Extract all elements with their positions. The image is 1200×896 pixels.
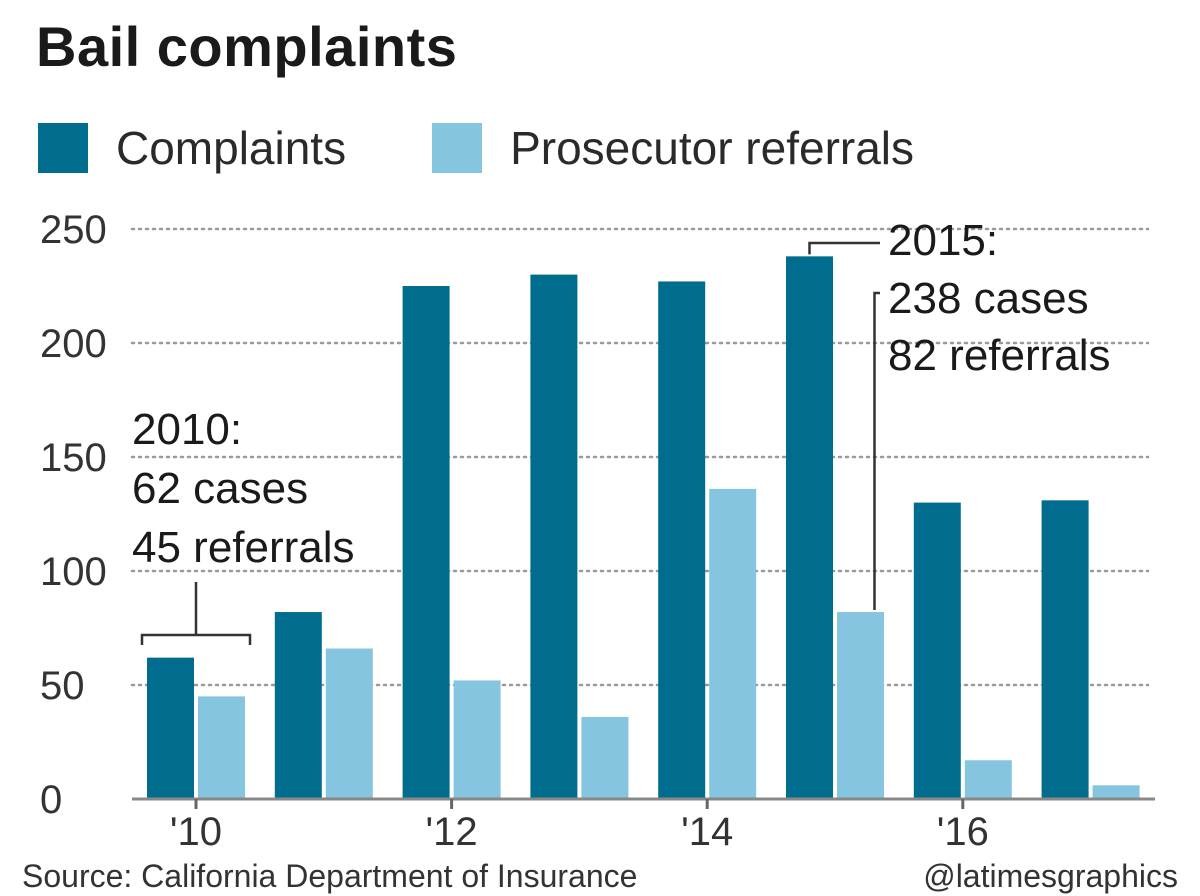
referrals-bar — [1092, 785, 1140, 799]
complaints-bar — [530, 274, 578, 800]
complaints-bar — [658, 281, 706, 799]
referrals-bar — [837, 612, 884, 799]
y-tick-label: 250 — [40, 208, 107, 252]
legend-swatch-complaints — [38, 123, 88, 173]
x-tick-label: '12 — [426, 810, 478, 854]
legend: Complaints Prosecutor referrals — [38, 118, 1000, 178]
annotation-2015-line: 2015: — [888, 216, 998, 265]
legend-label-complaints: Complaints — [116, 122, 347, 174]
annotation-2015-line: 238 cases — [888, 274, 1089, 323]
referrals-bar — [325, 648, 373, 799]
complaints-bar — [274, 612, 322, 799]
referrals-bar — [964, 760, 1012, 799]
source-note: Source: California Department of Insuran… — [22, 858, 638, 894]
legend-swatch-referrals — [432, 123, 483, 173]
x-tick-label: '16 — [937, 810, 989, 854]
y-tick-label: 200 — [40, 322, 107, 366]
legend-item-referrals: Prosecutor referrals — [432, 121, 914, 175]
complaints-bar — [913, 502, 961, 799]
x-tick-label: '10 — [170, 810, 222, 854]
annotation-2010-line: 62 cases — [132, 464, 308, 513]
credit-note: @latimesgraphics — [923, 858, 1178, 894]
referrals-bar — [453, 680, 501, 799]
annotation-bracket-2010 — [140, 582, 252, 645]
y-tick-label: 100 — [40, 550, 107, 594]
annotation-2010-line: 45 referrals — [132, 523, 355, 572]
complaints-bar — [1041, 500, 1089, 799]
y-tick-label: 50 — [40, 664, 85, 708]
referrals-bar — [709, 488, 757, 799]
referrals-bar — [198, 696, 245, 799]
annotation-leader-2015-cases — [808, 241, 880, 255]
legend-item-complaints: Complaints — [38, 121, 346, 175]
annotation-2015-line: 82 referrals — [888, 331, 1111, 380]
complaints-bar — [402, 286, 450, 799]
y-tick-label: 0 — [40, 778, 62, 822]
referrals-bar — [581, 716, 629, 799]
legend-label-referrals: Prosecutor referrals — [510, 122, 915, 174]
y-tick-label: 150 — [40, 436, 107, 480]
x-tick-label: '14 — [681, 810, 733, 854]
annotation-leader-2015-referrals — [873, 291, 880, 611]
annotation-2010-line: 2010: — [132, 405, 242, 454]
complaints-bar — [786, 256, 833, 799]
complaints-bar — [147, 657, 194, 799]
chart-title: Bail complaints — [36, 15, 458, 78]
